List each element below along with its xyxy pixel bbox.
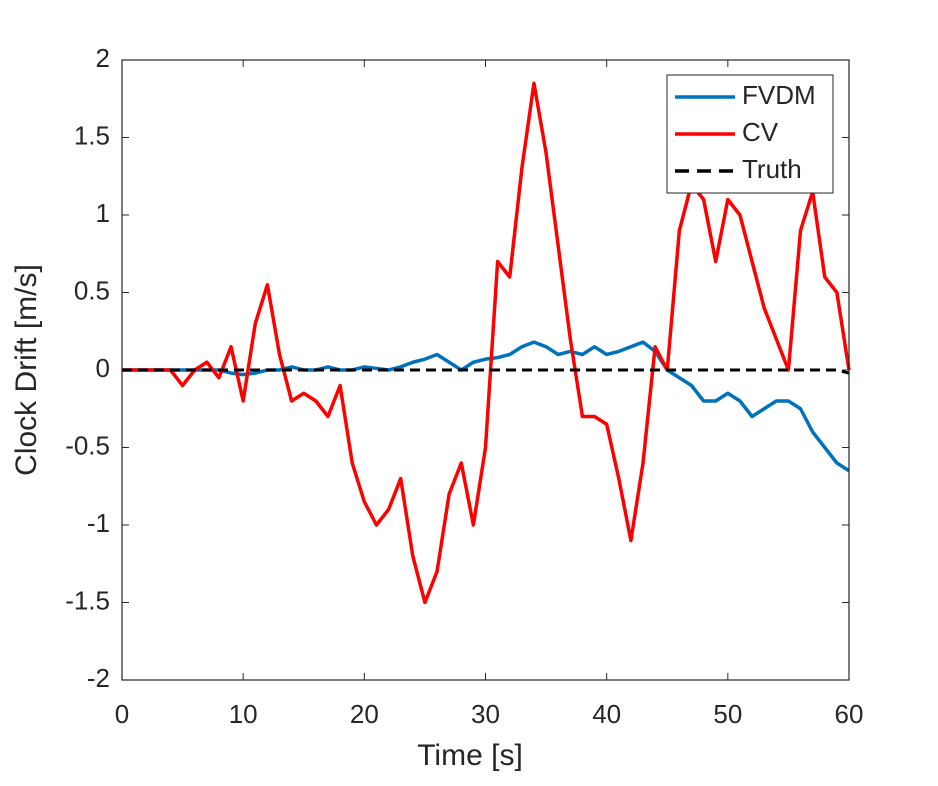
y-tick-label: -0.5	[65, 430, 110, 460]
x-tick-label: 0	[115, 699, 129, 729]
x-tick-label: 10	[229, 699, 258, 729]
y-tick-label: 1.5	[74, 120, 110, 150]
y-tick-label: -1.5	[65, 585, 110, 615]
y-tick-label: 2	[96, 43, 110, 73]
x-tick-label: 20	[350, 699, 379, 729]
x-tick-label: 50	[713, 699, 742, 729]
series-line	[122, 368, 850, 375]
y-tick-label: -1	[87, 508, 110, 538]
y-tick-label: 0	[96, 353, 110, 383]
y-axis-label: Clock Drift [m/s]	[10, 264, 43, 476]
x-tick-label: 40	[592, 699, 621, 729]
y-tick-label: 1	[96, 198, 110, 228]
series-line	[122, 81, 851, 605]
axes-box	[121, 59, 850, 681]
x-tick-label: 60	[835, 699, 864, 729]
y-tick-label: -2	[87, 663, 110, 693]
legend-label: FVDM	[742, 80, 816, 110]
legend-label: Truth	[742, 154, 802, 184]
x-tick-label: 30	[471, 699, 500, 729]
legend-label: CV	[742, 117, 779, 147]
x-axis-label: Time [s]	[417, 739, 523, 772]
series-line	[122, 340, 850, 473]
y-tick-label: 0.5	[74, 275, 110, 305]
